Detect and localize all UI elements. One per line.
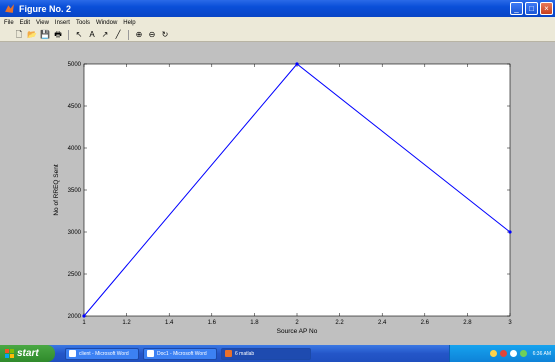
zoom-in-icon[interactable]: ⊕ [135, 29, 143, 39]
toolbar-separator [128, 29, 129, 40]
start-button[interactable]: start [0, 345, 55, 362]
new-file-icon[interactable]: 🗋 [15, 29, 23, 39]
menu-help[interactable]: Help [123, 19, 136, 26]
start-label: start [17, 348, 39, 359]
tray-icon[interactable] [519, 350, 527, 357]
x-axis: 1 1.2 1.4 1.6 1.8 2 2.2 2.4 2.6 2.8 3 [82, 64, 512, 326]
line-chart: 1 1.2 1.4 1.6 1.8 2 2.2 2.4 2.6 2.8 3 2000 2500 3000… [53, 62, 512, 335]
y-tick-label: 3000 [68, 230, 82, 236]
taskbar: start client - Microsoft Word Doc1 - Mic… [0, 345, 555, 362]
toolbar: 🗋 📂 💾 🖶 ↖ A ↗ ╱ ⊕ ⊖ ↻ [0, 28, 555, 42]
taskbar-item-matlab[interactable]: 6 matlab [221, 347, 311, 360]
tray-icon[interactable] [499, 350, 507, 357]
y-tick-label: 2500 [68, 272, 82, 278]
menu-insert[interactable]: Insert [54, 19, 70, 26]
save-icon[interactable]: 💾 [40, 29, 50, 39]
tray-icon[interactable] [489, 350, 497, 357]
x-tick-label: 2.8 [463, 320, 472, 326]
title-bar: Figure No. 2 _ □ × [0, 0, 555, 17]
matlab-icon [225, 350, 232, 357]
select-arrow-icon[interactable]: ↖ [75, 29, 83, 39]
plot-area [83, 63, 511, 317]
toolbar-separator [68, 29, 69, 40]
open-folder-icon[interactable]: 📂 [27, 29, 37, 39]
x-tick-label: 1 [82, 320, 86, 326]
taskbar-item-client-word[interactable]: client - Microsoft Word [65, 347, 139, 360]
x-tick-label: 2.2 [335, 320, 344, 326]
menu-tools[interactable]: Tools [75, 19, 90, 26]
text-icon[interactable]: A [89, 29, 95, 39]
x-tick-label: 1.8 [250, 320, 259, 326]
taskbar-item-doc1-word[interactable]: Doc1 - Microsoft Word [143, 347, 217, 360]
y-tick-label: 5000 [68, 62, 82, 68]
x-tick-label: 1.6 [208, 320, 217, 326]
menu-bar: File Edit View Insert Tools Window Help [0, 17, 555, 28]
data-point [508, 230, 512, 234]
x-tick-label: 1.4 [165, 320, 174, 326]
figure-canvas: 1 1.2 1.4 1.6 1.8 2 2.2 2.4 2.6 2.8 3 2000 2500 3000… [0, 43, 555, 344]
task-label: client - Microsoft Word [79, 350, 129, 357]
task-label: 6 matlab [235, 350, 255, 357]
windows-flag-icon [5, 349, 14, 358]
menu-file[interactable]: File [4, 19, 14, 26]
word-icon [147, 350, 154, 357]
matlab-logo-icon [5, 4, 14, 13]
menu-window[interactable]: Window [95, 19, 118, 26]
y-tick-label: 4500 [68, 104, 82, 110]
clock: 6:36 AM [532, 350, 551, 357]
line-icon[interactable]: ╱ [115, 29, 121, 39]
x-tick-label: 3 [508, 320, 512, 326]
data-point [295, 62, 299, 66]
print-icon[interactable]: 🖶 [54, 29, 62, 39]
rotate-icon[interactable]: ↻ [161, 29, 169, 39]
menu-edit[interactable]: Edit [19, 19, 31, 26]
maximize-button[interactable]: □ [525, 2, 538, 15]
y-tick-label: 3500 [68, 188, 82, 194]
system-tray: 6:36 AM [449, 345, 555, 362]
minimize-button[interactable]: _ [510, 2, 523, 15]
window-title: Figure No. 2 [19, 3, 72, 14]
task-label: Doc1 - Microsoft Word [157, 350, 207, 357]
close-button[interactable]: × [540, 2, 553, 15]
x-tick-label: 2 [295, 320, 299, 326]
y-tick-label: 4000 [68, 146, 82, 152]
tray-icon[interactable] [509, 350, 517, 357]
data-point [82, 314, 86, 318]
x-axis-label: Source AP No [277, 328, 318, 335]
menu-view[interactable]: View [36, 19, 49, 26]
word-icon [69, 350, 76, 357]
x-tick-label: 2.6 [421, 320, 430, 326]
zoom-out-icon[interactable]: ⊖ [148, 29, 156, 39]
y-axis: 2000 2500 3000 3500 4000 4500 5000 [68, 62, 510, 320]
y-tick-label: 2000 [68, 314, 82, 320]
series-group [82, 62, 512, 318]
x-tick-label: 1.2 [122, 320, 131, 326]
y-axis-label: No of RREQ Sent [53, 164, 60, 215]
arrow-icon[interactable]: ↗ [101, 29, 109, 39]
x-tick-label: 2.4 [378, 320, 387, 326]
